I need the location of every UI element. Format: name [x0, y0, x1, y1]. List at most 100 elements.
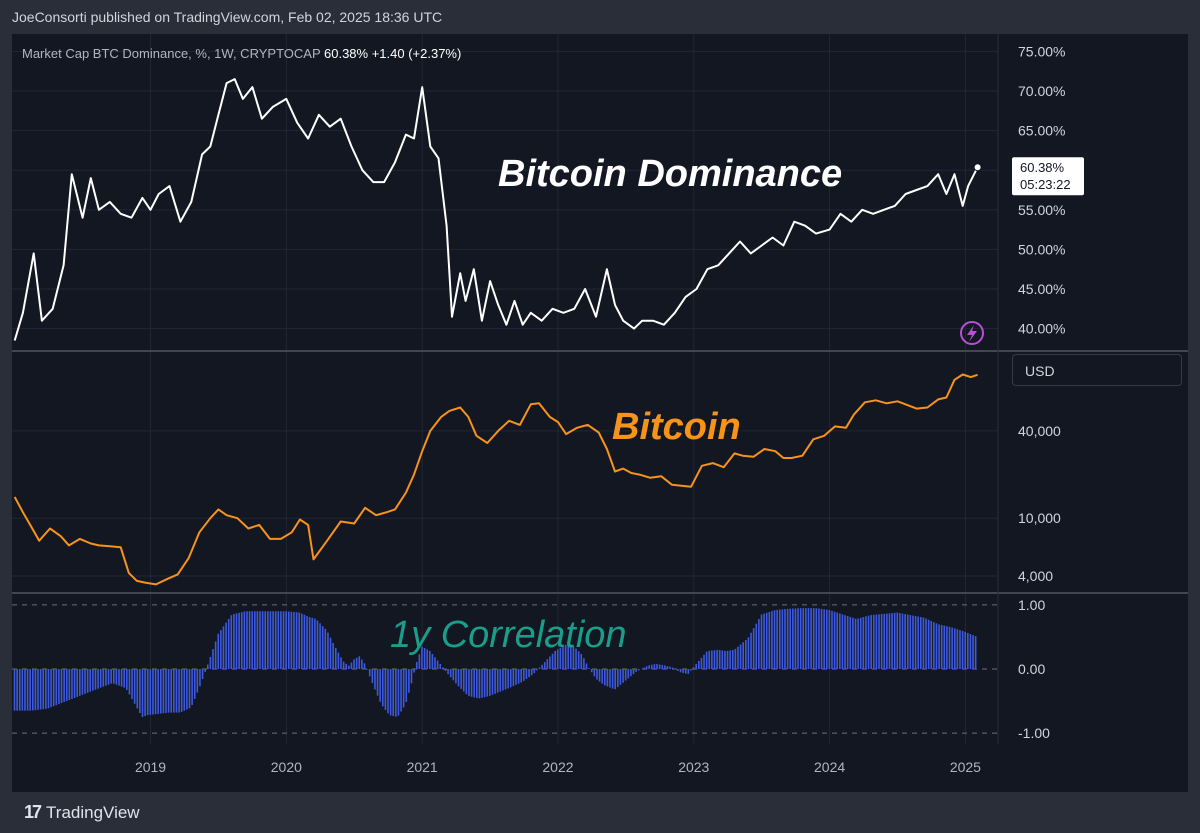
currency-selector[interactable]: USD — [1012, 354, 1182, 386]
lightning-bolt-icon — [967, 325, 977, 342]
correlation-bar — [904, 614, 906, 669]
correlation-bar — [136, 669, 139, 709]
correlation-bar — [29, 669, 31, 711]
correlation-bar — [381, 669, 384, 707]
correlation-bar — [303, 614, 306, 669]
correlation-bar — [901, 613, 904, 669]
correlation-y-tick: 1.00 — [1018, 597, 1045, 613]
correlation-bar — [24, 669, 26, 711]
correlation-bar — [888, 613, 891, 669]
correlation-bar — [538, 667, 541, 669]
correlation-bar — [183, 669, 186, 711]
correlation-bar — [16, 669, 18, 711]
correlation-bar — [248, 611, 251, 669]
correlation-bar — [739, 644, 742, 669]
correlation-bar — [405, 669, 408, 703]
correlation-bar — [922, 617, 925, 669]
correlation-bar — [65, 669, 68, 702]
correlation-bar — [543, 662, 546, 669]
correlation-bar — [102, 669, 105, 687]
correlation-bar — [946, 626, 948, 669]
chart-svg[interactable]: 2019 2020 2021 2022 2023 2024 2025 75.00% 70.00%… — [12, 34, 1188, 792]
correlation-bar — [758, 619, 760, 669]
correlation-bar — [321, 626, 324, 669]
correlation-bar — [745, 640, 747, 669]
correlation-bar — [839, 613, 841, 669]
correlation-bar — [765, 612, 768, 669]
correlation-bar — [530, 669, 533, 676]
correlation-bar — [967, 632, 969, 669]
correlation-bar — [831, 610, 833, 669]
correlation-bar — [55, 669, 58, 706]
correlation-bar — [812, 608, 815, 669]
correlation-bar — [92, 669, 94, 691]
x-tick-label: 2024 — [814, 759, 845, 775]
correlation-bar — [525, 669, 528, 680]
correlation-bar — [340, 657, 342, 669]
correlation-bar — [496, 669, 499, 693]
correlation-bar — [927, 619, 930, 669]
correlation-bar — [240, 612, 243, 669]
correlation-bar — [930, 620, 933, 669]
correlation-bar — [760, 614, 763, 669]
correlation-bar — [494, 669, 496, 694]
correlation-bar — [112, 669, 115, 684]
correlation-bar — [951, 627, 953, 669]
correlation-bar — [225, 622, 227, 669]
correlation-bar — [282, 611, 285, 669]
correlation-bar — [690, 669, 692, 671]
correlation-bar — [37, 669, 39, 710]
correlation-bar — [512, 669, 515, 687]
correlation-bar — [415, 661, 418, 669]
correlation-bar — [473, 669, 475, 698]
correlation-bar — [259, 611, 261, 669]
correlation-bar — [632, 669, 635, 675]
correlation-bar — [99, 669, 102, 688]
correlation-bar — [366, 669, 368, 670]
correlation-bar — [345, 663, 348, 669]
correlation-bar — [139, 669, 141, 714]
correlation-bar — [899, 613, 901, 669]
correlation-bar — [635, 669, 637, 672]
correlation-bar — [73, 669, 76, 698]
correlation-bar — [60, 669, 63, 704]
correlation-bar — [773, 610, 776, 669]
correlation-bar — [120, 669, 123, 687]
bitcoin-y-tick: 4,000 — [1018, 568, 1053, 584]
dominance-last-point — [973, 163, 982, 172]
correlation-bar — [567, 645, 570, 669]
correlation-bar — [319, 623, 321, 669]
correlation-bar — [698, 660, 700, 669]
correlation-bar — [387, 669, 389, 714]
correlation-bar — [716, 649, 718, 669]
correlation-bar — [316, 620, 319, 669]
x-tick-label: 2025 — [950, 759, 981, 775]
correlation-bar — [392, 669, 395, 717]
correlation-bar — [802, 608, 805, 669]
chart-area[interactable]: 2019 2020 2021 2022 2023 2024 2025 75.00% 70.00%… — [12, 34, 1188, 792]
correlation-bar — [792, 608, 794, 669]
x-tick-label: 2019 — [135, 759, 166, 775]
correlation-bar — [953, 628, 956, 669]
correlation-bar — [703, 654, 705, 669]
tradingview-logo[interactable]: 17 TradingView — [24, 802, 140, 823]
correlation-bar — [295, 612, 298, 669]
correlation-bar — [306, 616, 308, 669]
correlation-bar — [906, 614, 909, 669]
correlation-bar — [718, 650, 721, 669]
correlation-bar — [875, 614, 878, 669]
correlation-bar — [290, 611, 293, 669]
correlation-bar — [810, 608, 812, 669]
correlation-bar — [956, 629, 959, 669]
correlation-bar — [31, 669, 34, 711]
correlation-bar — [611, 669, 614, 689]
correlation-bar — [447, 669, 449, 675]
correlation-bar — [854, 618, 857, 669]
correlation-bar — [619, 669, 622, 685]
dominance-last-value-box — [1012, 157, 1084, 196]
dominance-y-tick: 50.00% — [1018, 241, 1065, 257]
correlation-bar — [267, 611, 269, 669]
correlation-bar — [397, 669, 400, 716]
correlation-bar — [637, 669, 640, 671]
correlation-bar — [149, 669, 152, 715]
